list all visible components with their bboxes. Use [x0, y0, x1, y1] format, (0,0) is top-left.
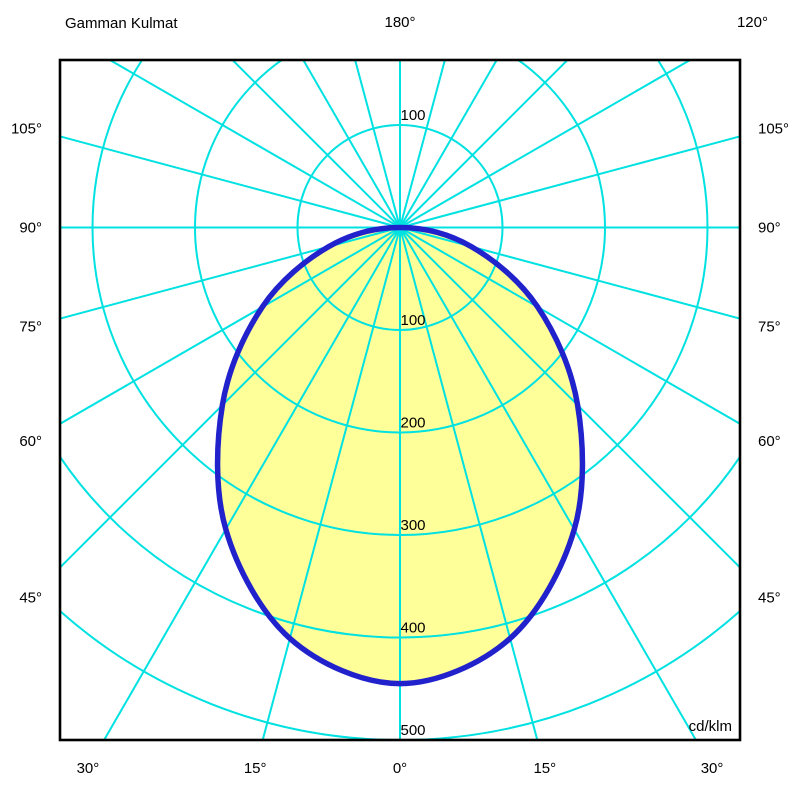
radial-tick-label: 300 [400, 517, 425, 534]
polar-grid-radial-line [399, 226, 740, 320]
polar-grid-radial-line [60, 226, 401, 569]
plot-frame [58, 58, 742, 742]
polar-grid-radial-line [399, 60, 446, 228]
gamma-angle-label-left: 60° [19, 433, 42, 450]
gamma-angle-label-bottom: 0° [393, 760, 407, 777]
polar-grid-radial-line [261, 227, 401, 740]
polar-grid-radial-line [60, 226, 401, 320]
gamma-angle-label-right: 105° [758, 120, 789, 137]
polar-grid-radial-line [302, 60, 401, 229]
intensity-curve [214, 224, 586, 687]
polar-grid-radial-line [399, 226, 698, 740]
gamma-angle-label-right: 45° [758, 590, 781, 607]
gamma-angle-label-right: 90° [758, 220, 781, 237]
polar-grid-radial-line [107, 60, 401, 229]
chart-title: Gamman Kulmat [65, 15, 178, 32]
radial-tick-label: 500 [400, 722, 425, 739]
polar-grid-circle [60, 454, 740, 639]
polar-grid-radial-line [60, 226, 401, 425]
polar-grid-radial-line [354, 60, 401, 228]
radial-tick-label: 200 [400, 415, 425, 432]
gamma-angle-label-left: 75° [19, 319, 42, 336]
gamma-angle-label-bottom: 30° [77, 760, 100, 777]
radial-tick-label: 100 [400, 312, 425, 329]
polar-grid-radial-line [102, 226, 401, 740]
polar-grid-radial-line [399, 60, 569, 229]
gamma-angle-label-bottom: 15° [244, 760, 267, 777]
gamma-angle-label-left: 105° [11, 120, 42, 137]
gamma-angle-label-bottom: 15° [533, 760, 556, 777]
polar-grid-radial-line [60, 135, 401, 229]
polar-grid-radial-line [399, 60, 693, 229]
radial-tick-label: 100 [400, 107, 425, 124]
polar-grid-radial-line [399, 135, 740, 229]
polar-grid-circle [296, 124, 504, 331]
gamma-angle-label-left: 90° [19, 220, 42, 237]
polar-grid-radial-line [399, 60, 498, 229]
polar-grid-radial-line [399, 227, 539, 740]
polar-grid-radial-line [231, 60, 401, 229]
radial-tick-label: 400 [400, 620, 425, 637]
unit-label: cd/klm [689, 718, 732, 735]
gamma-angle-label-right: 60° [758, 433, 781, 450]
polar-grid-radial-line [399, 226, 740, 569]
polar-grid-circle [194, 60, 606, 434]
gamma-angle-label-left: 45° [19, 590, 42, 607]
polar-grid-radial-line [399, 226, 740, 425]
gamma-angle-label-right: 75° [758, 319, 781, 336]
gamma-angle-label-top: 180° [384, 14, 415, 31]
gamma-angle-label-bottom: 30° [701, 760, 724, 777]
polar-grid-circle [91, 60, 709, 536]
gamma-angle-label-top: 120° [737, 14, 768, 31]
